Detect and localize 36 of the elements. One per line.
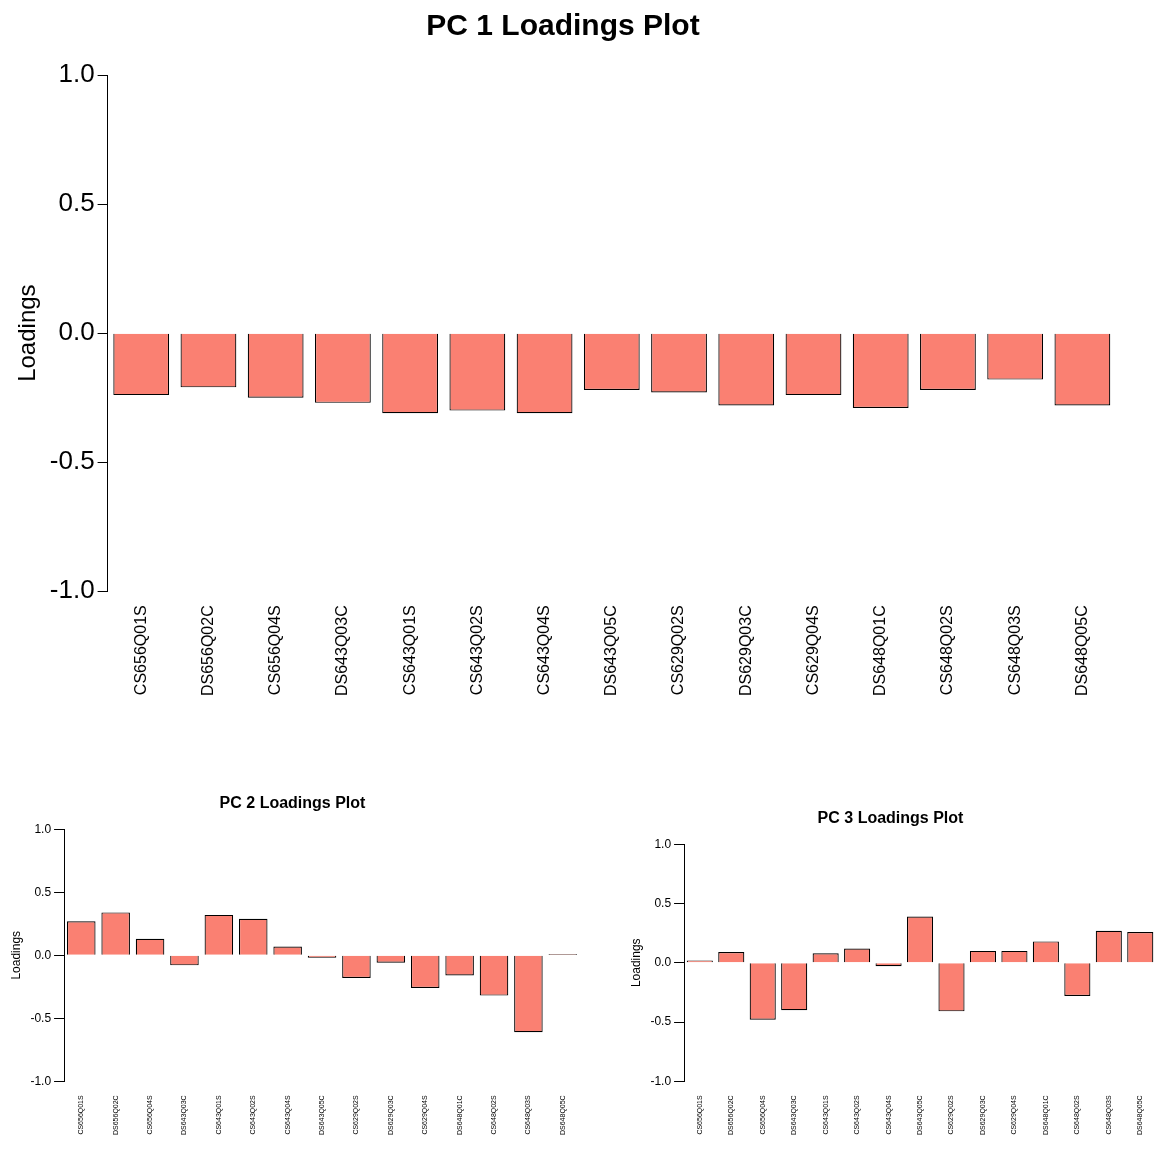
y-tick-label: 0.5 — [34, 884, 52, 899]
y-tick-label: -1.0 — [650, 1073, 672, 1088]
x-tick-label: DS648Q01C — [871, 605, 889, 696]
x-tick-label: CS656Q01S — [131, 605, 149, 696]
x-tick-label: CS648Q02S — [938, 605, 956, 696]
y-tick-label: -0.5 — [650, 1014, 672, 1029]
y-tick-label: 0.5 — [654, 895, 672, 910]
x-tick-label: CS648Q03S — [1005, 605, 1023, 696]
x-tick-label: DS629Q03C — [736, 605, 754, 696]
x-tick-label: CS643Q02S — [467, 605, 485, 696]
y-tick-label: -1.0 — [49, 574, 95, 605]
x-tick-label: CS629Q04S — [803, 605, 821, 696]
chart-title: PC 3 Loadings Plot — [817, 809, 965, 827]
y-axis-title: Loadings — [13, 284, 41, 382]
y-tick-label: -0.5 — [30, 1010, 52, 1025]
y-tick-label: 1.0 — [58, 58, 95, 89]
chart-title: PC 2 Loadings Plot — [219, 794, 367, 812]
y-axis-title: Loadings — [628, 938, 643, 988]
y-tick-label: 0.0 — [34, 947, 52, 962]
x-tick-label: DS643Q03C — [333, 605, 351, 696]
x-tick-label: DS648Q05C — [1072, 605, 1090, 696]
x-tick-label: DS643Q05C — [602, 605, 620, 696]
y-axis-title: Loadings — [8, 930, 23, 980]
y-tick-label: -0.5 — [49, 445, 95, 476]
x-tick-label: CS643Q04S — [534, 605, 552, 696]
y-tick-label: 1.0 — [34, 821, 52, 836]
y-tick-label: 0.0 — [58, 316, 95, 347]
y-tick-label: -1.0 — [30, 1073, 52, 1088]
chart-title: PC 1 Loadings Plot — [426, 8, 700, 42]
y-tick-label: 0.0 — [654, 955, 672, 970]
y-tick-label: 1.0 — [654, 836, 672, 851]
x-tick-label: CS643Q01S — [400, 605, 418, 696]
x-tick-label: CS656Q04S — [266, 605, 284, 696]
x-tick-label: CS629Q02S — [669, 605, 687, 696]
x-tick-label: DS656Q02C — [198, 605, 216, 696]
y-tick-label: 0.5 — [58, 187, 95, 218]
